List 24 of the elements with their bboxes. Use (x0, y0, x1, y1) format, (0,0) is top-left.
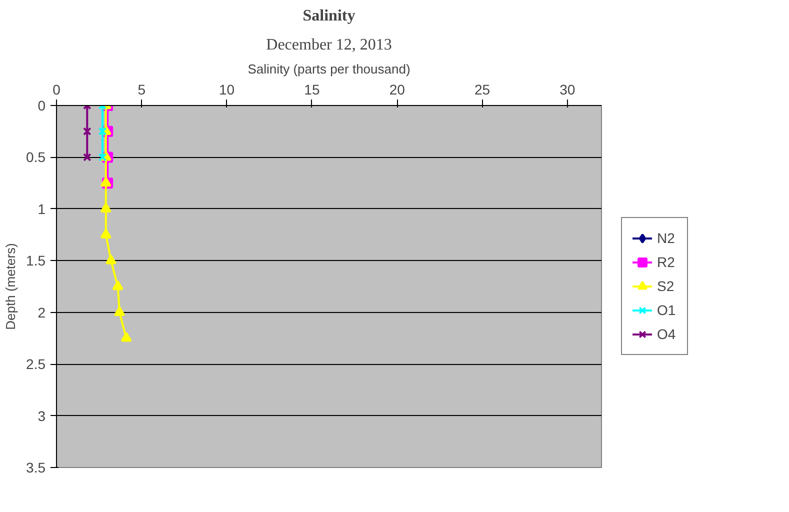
legend-label: R2 (657, 254, 676, 270)
y-tick-label: 2.5 (26, 356, 46, 372)
x-tick-label: 15 (304, 82, 320, 98)
x-tick-label: 20 (389, 82, 406, 98)
chart-subtitle: December 12, 2013 (266, 36, 392, 54)
y-tick-label: 0.5 (26, 149, 46, 166)
x-tick-label: 5 (138, 82, 146, 98)
legend-label: S2 (657, 278, 676, 294)
x-tick-label: 25 (474, 82, 490, 98)
y-tick-label: 2 (38, 304, 46, 320)
y-tick-label: 1 (38, 200, 46, 217)
x-tick-label: 30 (560, 82, 576, 98)
legend-label: N2 (657, 230, 676, 246)
y-tick-label: 3.5 (26, 460, 46, 476)
y-tick-label: 0 (38, 98, 46, 114)
legend-label: O1 (657, 302, 677, 318)
y-axis-title: Depth (meters) (3, 243, 18, 330)
x-axis-title: Salinity (parts per thousand) (248, 62, 410, 76)
y-tick-label: 1.5 (26, 252, 46, 269)
chart-title: Salinity (302, 8, 356, 24)
y-tick-label: 3 (38, 408, 46, 424)
legend-label: O4 (657, 326, 677, 342)
x-tick-label: 0 (52, 82, 61, 98)
x-tick-label: 10 (219, 82, 235, 98)
